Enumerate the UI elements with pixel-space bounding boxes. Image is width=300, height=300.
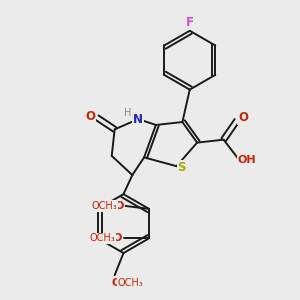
Text: OCH₃: OCH₃	[90, 233, 116, 243]
Text: S: S	[178, 161, 186, 174]
Text: O: O	[114, 201, 124, 211]
Text: OCH₃: OCH₃	[118, 278, 144, 288]
Text: O: O	[112, 278, 121, 288]
Text: OCH₃: OCH₃	[92, 201, 117, 211]
Text: OH: OH	[238, 155, 256, 165]
Text: F: F	[186, 16, 194, 29]
Text: O: O	[85, 110, 95, 123]
Text: O: O	[238, 111, 248, 124]
Text: O: O	[113, 233, 122, 243]
Text: H: H	[124, 108, 132, 118]
Text: N: N	[133, 112, 143, 126]
